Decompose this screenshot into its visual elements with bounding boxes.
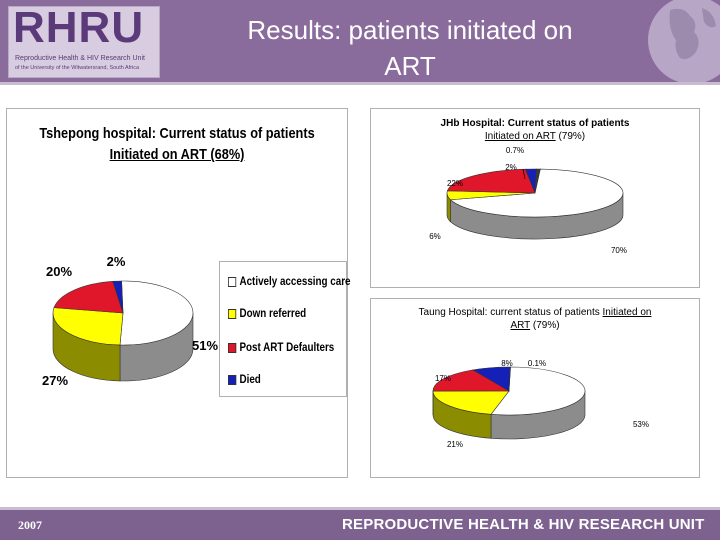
logo-subtitle: Reproductive Health & HIV Research Unit xyxy=(15,55,145,62)
slide-title-line2: ART xyxy=(384,51,436,81)
slide-title-line1: Results: patients initiated on xyxy=(247,15,573,45)
taung-chart-panel: Taung Hospital: current status of patien… xyxy=(370,298,700,478)
jhb-pie-label-1: 6% xyxy=(429,232,441,241)
jhb-pie-label-4: 0.7% xyxy=(506,146,524,155)
taung-chart-title-rest: (79%) xyxy=(530,320,560,331)
tshepong-pie-label-1: 27% xyxy=(42,373,68,388)
jhb-chart-panel: JHb Hospital: Current status of patients… xyxy=(370,108,700,288)
jhb-chart-title-line2: Initiated on ART (79%) xyxy=(371,131,699,142)
legend-item-active: Actively accessing care xyxy=(228,274,351,288)
taung-chart-title-underlined: Initiated on xyxy=(602,307,652,318)
logo-text: RHRU xyxy=(13,3,145,52)
taung-chart-title-line1: Taung Hospital: current status of patien… xyxy=(371,307,699,318)
tshepong-pie-slice-0 xyxy=(119,280,194,346)
tshepong-chart-panel: Tshepong hospital: Current status of pat… xyxy=(6,108,351,478)
legend: Actively accessing care Down referred Po… xyxy=(219,261,351,397)
taung-chart-title-line2: ART (79%) xyxy=(371,320,699,331)
taung-chart-title-underlined-2: ART xyxy=(510,320,531,331)
jhb-pie-label-3: 2% xyxy=(505,163,517,172)
slide-header: RHRU Reproductive Health & HIV Research … xyxy=(0,0,720,82)
taung-pie-chart: 53% 21% 17% 8% 0.1% xyxy=(432,359,649,449)
tshepong-pie-slice-1 xyxy=(52,307,124,346)
jhb-pie-slice-0 xyxy=(449,168,624,218)
tshepong-chart-title-line2: Initiated on ART (68%) xyxy=(33,146,322,163)
jhb-pie-leader-0 xyxy=(522,168,526,180)
jhb-pie-slice-2 xyxy=(446,168,536,194)
legend-label-defaulters: Post ART Defaulters xyxy=(239,340,335,354)
slide-title: Results: patients initiated on ART xyxy=(170,12,650,84)
jhb-chart-title-underlined: Initiated on ART xyxy=(484,131,556,142)
jhb-chart-title-rest: (79%) xyxy=(555,131,586,142)
footer-year: 2007 xyxy=(18,518,42,532)
legend-swatch-died xyxy=(228,374,237,385)
taung-pie-slice-0 xyxy=(490,366,586,416)
tshepong-pie-label-3: 2% xyxy=(107,254,126,269)
legend-swatch-defaulters xyxy=(228,342,237,353)
taung-pie-slice-1 xyxy=(432,390,510,415)
taung-pie-label-1: 21% xyxy=(447,440,463,449)
jhb-pie-label-0: 70% xyxy=(611,246,627,255)
jhb-chart-title-line1: JHb Hospital: Current status of patients xyxy=(440,118,630,129)
rhru-logo: RHRU Reproductive Health & HIV Research … xyxy=(8,3,160,78)
tshepong-pie-slice-2 xyxy=(53,281,124,314)
jhb-pie-chart: 70% 6% 22% 2% 0.7% xyxy=(429,146,627,255)
legend-item-down-referred: Down referred xyxy=(228,306,306,320)
legend-label-down-referred: Down referred xyxy=(239,306,307,320)
legend-swatch-active xyxy=(228,276,237,287)
footer-organization: REPRODUCTIVE HEALTH & HIV RESEARCH UNIT xyxy=(342,516,705,533)
tshepong-pie-chart: 51% 27% 20% 2% xyxy=(42,254,218,388)
header-divider xyxy=(0,82,720,85)
tshepong-pie-slice-3 xyxy=(112,280,124,314)
tshepong-pie-label-2: 20% xyxy=(46,264,72,279)
taung-pie-label-0: 53% xyxy=(633,420,649,429)
logo-subtitle-2: of the University of the Witwatersrand, … xyxy=(15,65,140,71)
taung-pie-label-2: 17% xyxy=(435,374,451,383)
footer-divider xyxy=(0,507,720,510)
slide-footer xyxy=(0,510,720,540)
taung-pie-label-4: 0.1% xyxy=(528,359,546,368)
tshepong-chart-title-underlined: Initiated on ART (68%) xyxy=(109,146,245,163)
tshepong-pie-label-0: 51% xyxy=(192,338,218,353)
legend-label-active: Actively accessing care xyxy=(239,274,351,288)
taung-chart-title-plain: Taung Hospital: current status of patien… xyxy=(418,307,603,318)
legend-item-died: Died xyxy=(228,372,261,386)
taung-pie-slice-2 xyxy=(432,369,511,392)
tshepong-chart-title-line1: Tshepong hospital: Current status of pat… xyxy=(39,125,315,142)
taung-pie-slice-4 xyxy=(508,366,511,392)
taung-pie-label-3: 8% xyxy=(501,359,513,368)
globe-icon xyxy=(640,0,720,82)
jhb-pie-slice-4 xyxy=(534,168,541,194)
legend-label-died: Died xyxy=(239,372,261,386)
jhb-pie-label-2: 22% xyxy=(447,179,463,188)
legend-swatch-down-referred xyxy=(228,308,237,319)
legend-item-defaulters: Post ART Defaulters xyxy=(228,340,334,354)
